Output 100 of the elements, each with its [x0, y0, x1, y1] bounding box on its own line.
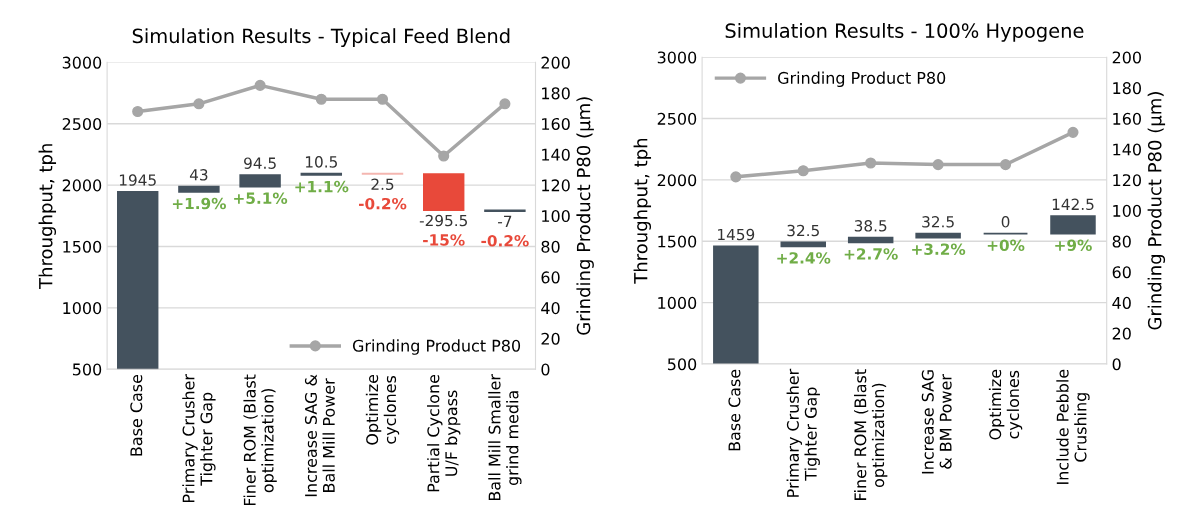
y2-tick-label: 40 [541, 302, 560, 315]
annotation: +3.2% [912, 243, 966, 255]
data-label: 1945 [119, 174, 156, 186]
y2-axis-title: Grinding Product P80 (µm) [576, 97, 594, 335]
x-tick-label: Increase SAG & Ball Mill Power [304, 374, 335, 497]
point [438, 150, 450, 162]
chart-title: Simulation Results - 100% Hypogene [725, 22, 1084, 42]
y-axis-title: Throughput, tph [633, 138, 652, 284]
y-tick-label: 500 [667, 358, 697, 371]
bar [239, 174, 281, 188]
y-tick-label: 2500 [62, 117, 102, 131]
y-tick-label: 2000 [62, 179, 102, 192]
point [193, 98, 205, 110]
y-axis-title: Throughput, tph [38, 144, 57, 290]
annotation: -0.2% [481, 235, 529, 247]
annotation: +5.1% [234, 192, 288, 204]
y2-tick-label: 160 [542, 117, 570, 131]
annotation: -0.2% [358, 197, 407, 210]
y2-tick-label: 100 [1113, 204, 1141, 217]
y2-tick-label: 140 [542, 148, 570, 161]
data-label: 94.5 [244, 157, 276, 169]
annotation: +9% [1055, 239, 1092, 251]
bar [780, 241, 827, 248]
data-label: 10.5 [305, 156, 337, 168]
point [865, 157, 877, 169]
x-tick-label: Increase SAG & BM Power [921, 370, 952, 474]
y2-tick-label: 20 [541, 332, 560, 345]
chart-title: Simulation Results - Typical Feed Blend [132, 28, 510, 47]
x-tick-label: Primary Crusher Tighter Gap [786, 368, 820, 497]
data-label: 1459 [718, 228, 755, 241]
annotation: +1.1% [295, 180, 349, 193]
annotation: +0% [987, 239, 1025, 251]
y2-tick-label: 140 [1113, 143, 1141, 156]
point [315, 93, 327, 105]
legend-label: Grinding Product P80 [778, 71, 946, 88]
x-tick-label: Optimize cyclones [988, 369, 1023, 440]
x-tick-label: Include Pebble Crushing [1056, 369, 1090, 484]
y-tick-label: 1000 [658, 296, 697, 309]
y-tick-label: 1000 [63, 302, 102, 315]
data-label: 43 [189, 169, 208, 181]
y2-tick-label: 200 [541, 56, 570, 69]
x-tick-label: Partial Cyclone U/F bypass [427, 374, 461, 492]
data-label: 32.5 [787, 224, 819, 237]
bar [178, 185, 220, 193]
y2-tick-label: 120 [1113, 174, 1141, 187]
legend-label: Grinding Product P80 [352, 339, 521, 355]
y2-axis-title: Grinding Product P80 (µm) [1147, 92, 1166, 330]
y-tick-label: 3000 [62, 56, 102, 69]
y2-tick-label: 40 [1112, 296, 1131, 309]
x-tick-label: Ball Mill Smaller grind media [488, 374, 522, 501]
y-tick-label: 500 [72, 363, 102, 376]
bar [1050, 215, 1096, 235]
bar [847, 236, 894, 244]
y2-tick-label: 0 [541, 363, 550, 376]
y2-tick-label: 200 [1112, 51, 1141, 64]
y2-tick-label: 0 [1112, 358, 1121, 371]
x-tick-label: Base Case [728, 369, 741, 451]
annotation: +2.4% [777, 252, 831, 264]
point [132, 105, 144, 118]
data-label: 38.5 [854, 220, 887, 232]
y2-tick-label: 80 [1112, 235, 1131, 248]
x-tick-label: Primary Crusher Tighter Gap [182, 374, 216, 502]
point [999, 159, 1012, 171]
data-label: -295.5 [419, 214, 467, 227]
y2-tick-label: 180 [1113, 82, 1141, 95]
y2-tick-label: 60 [1112, 266, 1131, 279]
bar [422, 173, 465, 212]
point [797, 165, 809, 177]
y2-tick-label: 80 [541, 240, 560, 253]
annotation: +1.9% [172, 197, 226, 210]
point [499, 98, 511, 110]
annotation: +2.7% [844, 248, 898, 260]
bar [915, 232, 961, 239]
data-label: -7 [498, 215, 512, 227]
data-label: 2.5 [371, 178, 394, 191]
y-tick-label: 2500 [657, 112, 697, 125]
y-tick-label: 1500 [63, 240, 102, 253]
point [376, 93, 389, 105]
data-label: 0 [1001, 216, 1010, 228]
y2-tick-label: 120 [542, 179, 570, 192]
y2-tick-label: 180 [542, 87, 570, 100]
y-tick-label: 2000 [657, 174, 697, 187]
x-tick-label: Finer ROM (Blast optimization) [854, 369, 888, 500]
y2-tick-label: 60 [541, 271, 560, 284]
point [932, 159, 944, 171]
data-label: 32.5 [922, 216, 954, 228]
x-tick-label: Finer ROM (Blast optimization) [243, 374, 277, 506]
point [1067, 126, 1079, 138]
point [730, 171, 742, 183]
x-tick-label: Optimize cyclones [365, 374, 400, 445]
point [254, 79, 266, 91]
y2-tick-label: 100 [542, 210, 570, 223]
data-label: 142.5 [1052, 198, 1094, 211]
bar [116, 191, 159, 370]
bar [713, 245, 759, 364]
x-tick-label: Base Case [130, 374, 143, 456]
y-tick-label: 3000 [657, 51, 697, 64]
annotation: -15% [423, 234, 465, 246]
y2-tick-label: 160 [1113, 112, 1141, 125]
y2-tick-label: 20 [1112, 327, 1131, 340]
